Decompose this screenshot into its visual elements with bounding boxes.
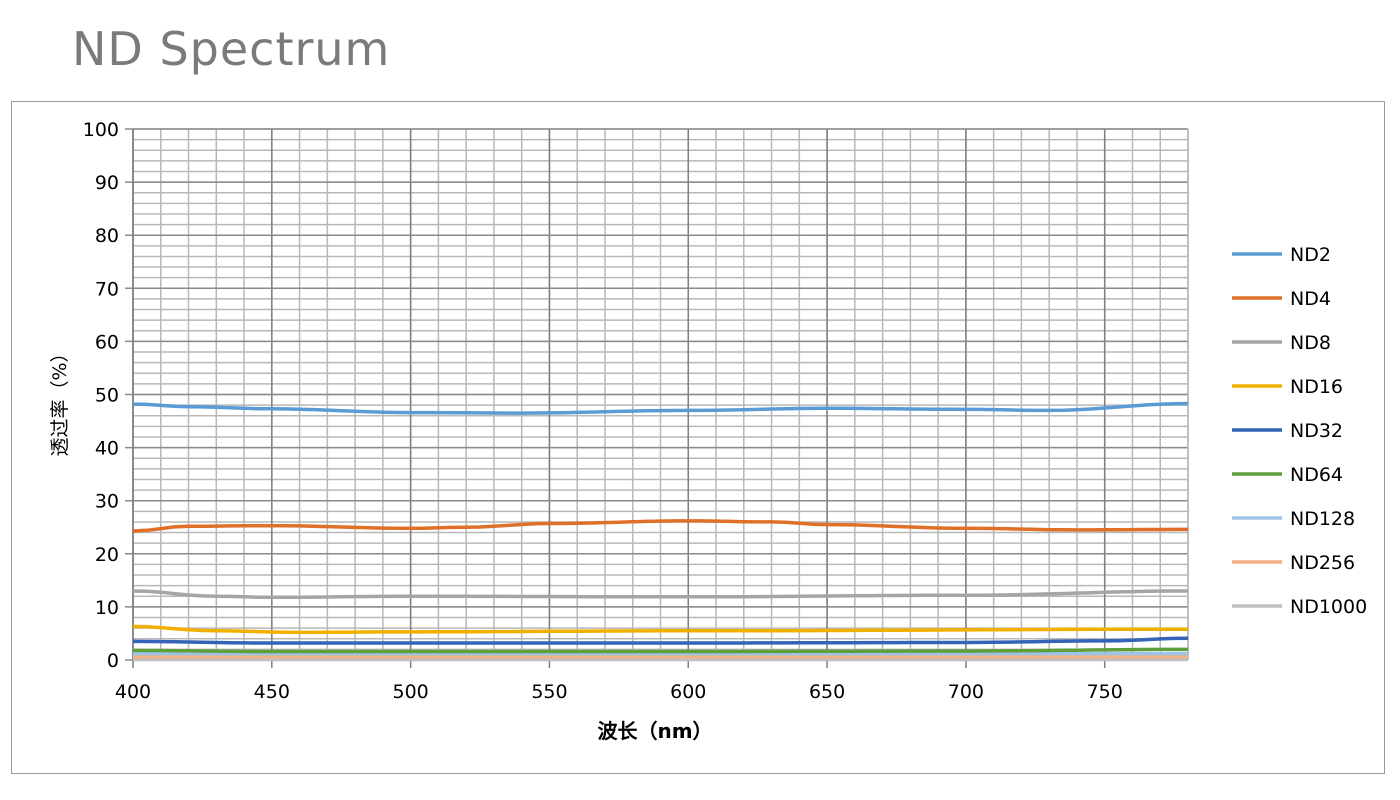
y-tick-label: 80 [95, 225, 119, 247]
x-tick-label: 500 [392, 681, 428, 703]
legend-label: ND1000 [1290, 596, 1367, 618]
x-tick-label: 600 [670, 681, 706, 703]
series-line-nd32 [132, 636, 1189, 645]
x-tick-label: 450 [254, 681, 290, 703]
x-tick-label: 750 [1087, 681, 1123, 703]
y-tick-label: 30 [95, 491, 119, 513]
legend-label: ND2 [1290, 244, 1331, 266]
x-axis-label: 波长（nm） [597, 719, 712, 743]
series-line-nd16 [132, 624, 1188, 635]
legend-label: ND256 [1290, 552, 1355, 574]
y-tick-label: 0 [107, 650, 119, 672]
y-tick-label: 50 [95, 385, 119, 407]
legend-label: ND64 [1290, 464, 1343, 486]
chart-frame [11, 101, 1385, 774]
y-tick-label: 90 [95, 172, 119, 194]
legend-label: ND128 [1290, 508, 1355, 530]
x-tick-label: 650 [809, 681, 845, 703]
y-axis-label: 透过率（%） [49, 343, 71, 456]
x-tick-label: 400 [115, 681, 151, 703]
page-title: ND Spectrum [72, 22, 391, 76]
y-tick-label: 20 [95, 544, 119, 566]
y-tick-label: 100 [83, 119, 119, 141]
y-tick-label: 40 [95, 438, 119, 460]
legend-label: ND16 [1290, 376, 1343, 398]
series-line-nd4 [132, 519, 1188, 533]
series-line-nd8 [132, 589, 1188, 600]
y-tick-label: 10 [95, 597, 119, 619]
y-tick-label: 70 [95, 278, 119, 300]
x-tick-label: 700 [948, 681, 984, 703]
y-tick-label: 60 [95, 331, 119, 353]
legend-label: ND32 [1290, 420, 1343, 442]
series-line-nd64 [132, 647, 1188, 654]
series-line-nd2 [132, 401, 1189, 415]
legend-label: ND8 [1290, 332, 1331, 354]
x-tick-label: 550 [531, 681, 567, 703]
legend-label: ND4 [1290, 288, 1331, 310]
